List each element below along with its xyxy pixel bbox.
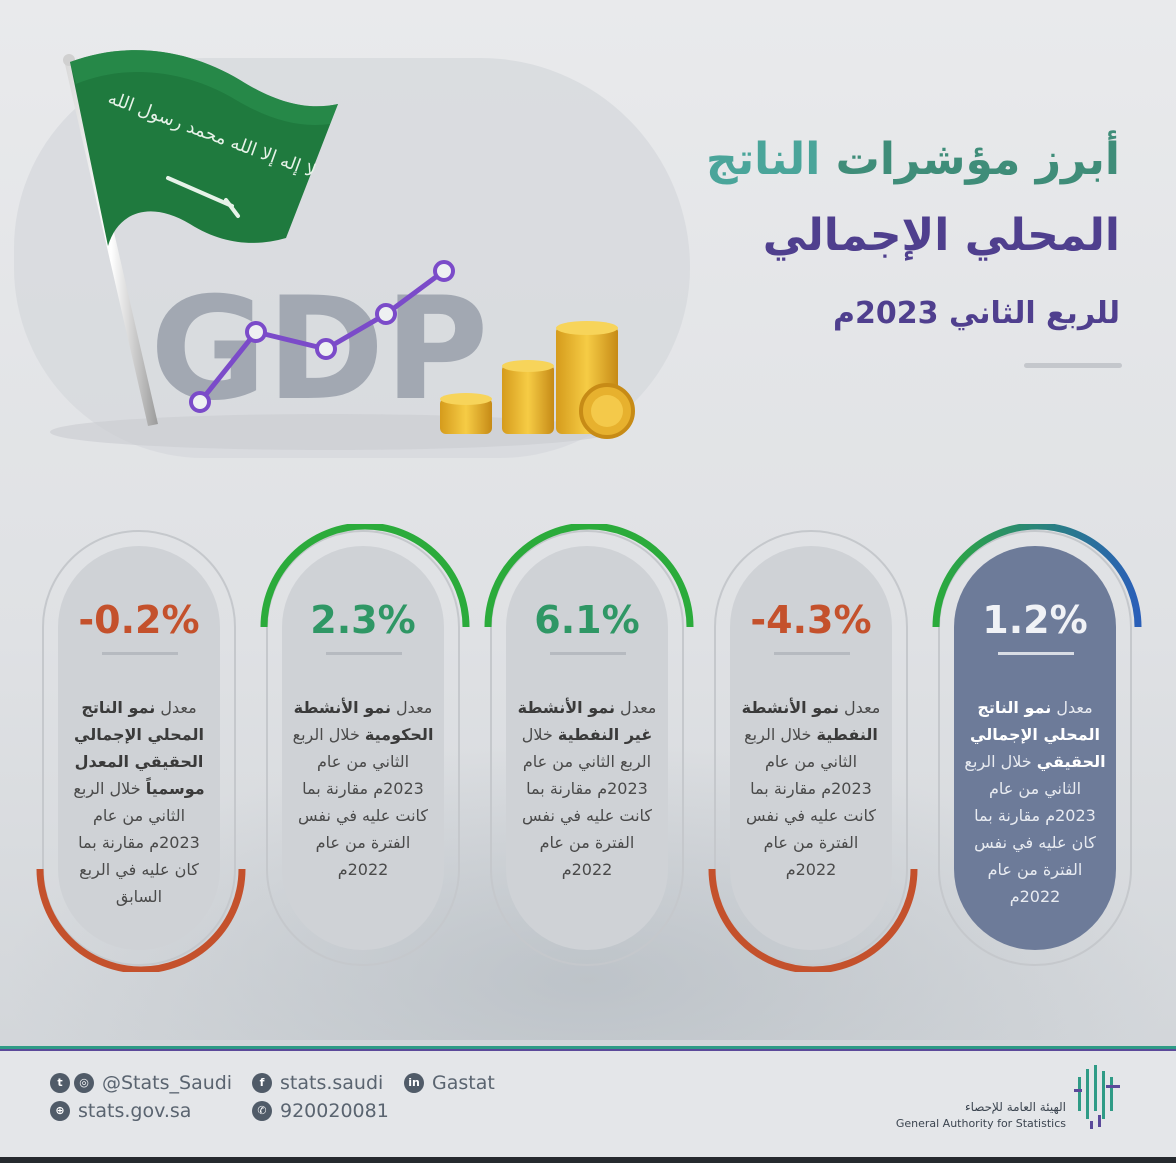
bottom-bar <box>0 1157 1176 1163</box>
card-divider <box>102 652 178 655</box>
card-description: معدل نمو الأنشطة الحكومية خلال الربع الث… <box>292 698 434 879</box>
org-name-arabic: الهيئة العامة للإحصاء <box>964 1100 1066 1114</box>
footer-divider-accent <box>0 1049 1176 1051</box>
card-divider <box>998 652 1074 655</box>
title-word-2: الناتج <box>705 134 821 185</box>
card-panel <box>506 546 668 950</box>
card-description: معدل نمو الناتج المحلي الإجمالي الحقيقي … <box>73 698 205 906</box>
card-panel <box>730 546 892 950</box>
phone-link[interactable]: ✆ 920020081 <box>252 1100 389 1122</box>
facebook-link[interactable]: f stats.saudi <box>252 1072 383 1094</box>
card-panel <box>58 546 220 950</box>
gastat-logo-icon <box>1074 1065 1120 1129</box>
title-word-1: أبرز مؤشرات <box>835 134 1120 185</box>
facebook-text[interactable]: stats.saudi <box>280 1072 384 1094</box>
card-value: -0.2% <box>78 598 200 642</box>
linkedin-link[interactable]: in Gastat <box>404 1072 495 1094</box>
subtitle-year: 2023م <box>832 296 939 331</box>
card-bottom-arc <box>36 868 246 972</box>
card-description: معدل نمو الناتج المحلي الإجمالي الحقيقي … <box>964 698 1106 906</box>
indicator-card-oil: -4.3% معدل نمو الأنشطة النفطية خلال الرب… <box>708 530 918 972</box>
card-top-arc <box>260 524 470 628</box>
card-value: 1.2% <box>982 598 1088 642</box>
card-description: معدل نمو الأنشطة غير النفطية خلال الربع … <box>517 698 657 879</box>
hero-illustration: GDP لا إله إلا الله محمد رسول الله <box>50 50 635 450</box>
twitter-icon[interactable]: t <box>50 1073 70 1093</box>
twitter-handle[interactable]: @Stats_Saudi <box>102 1072 233 1094</box>
indicator-card-real-gdp: 1.2% معدل نمو الناتج المحلي الإجمالي الح… <box>932 524 1142 966</box>
card-divider <box>550 652 626 655</box>
card-divider <box>326 652 402 655</box>
card-divider <box>774 652 850 655</box>
page-title-line1: أبرز مؤشرات الناتج <box>706 134 1120 185</box>
card-panel <box>282 546 444 950</box>
gdp-trend-line <box>189 260 455 413</box>
instagram-icon[interactable]: ◎ <box>74 1073 94 1093</box>
card-value: -4.3% <box>750 598 872 642</box>
linkedin-icon[interactable]: in <box>404 1073 424 1093</box>
subtitle-prefix: للربع الثاني <box>948 296 1120 331</box>
card-top-arc <box>932 524 1142 628</box>
title-divider <box>1024 363 1122 368</box>
social-twitter-instagram[interactable]: t ◎ @Stats_Saudi <box>50 1072 232 1094</box>
indicator-card-seasonal-gdp: -0.2% معدل نمو الناتج المحلي الإجمالي ال… <box>36 530 246 972</box>
website-link[interactable]: ⊕ stats.gov.sa <box>50 1100 191 1122</box>
page-subtitle: للربع الثاني 2023م <box>833 296 1120 331</box>
website-text[interactable]: stats.gov.sa <box>78 1100 192 1122</box>
card-description: معدل نمو الأنشطة النفطية خلال الربع الثا… <box>741 698 881 879</box>
coin-stacks-icon <box>440 321 635 439</box>
globe-icon[interactable]: ⊕ <box>50 1101 70 1121</box>
indicator-card-non-oil: 6.1% معدل نمو الأنشطة غير النفطية خلال ا… <box>484 524 694 966</box>
card-value: 6.1% <box>534 598 640 642</box>
footer <box>0 1051 1176 1163</box>
org-name-english: General Authority for Statistics <box>895 1117 1066 1130</box>
card-panel <box>954 546 1116 950</box>
page-title-line2: المحلي الإجمالي <box>762 210 1120 261</box>
card-top-arc <box>484 524 694 628</box>
indicator-card-government: 2.3% معدل نمو الأنشطة الحكومية خلال الرب… <box>260 524 470 966</box>
card-bottom-arc <box>708 868 918 972</box>
card-value: 2.3% <box>310 598 416 642</box>
footer-divider <box>0 1046 1176 1049</box>
phone-icon[interactable]: ✆ <box>252 1101 272 1121</box>
linkedin-text[interactable]: Gastat <box>432 1072 495 1094</box>
saudi-flag: لا إله إلا الله محمد رسول الله <box>70 50 338 246</box>
flag-sword-icon <box>166 176 234 208</box>
phone-text[interactable]: 920020081 <box>280 1100 389 1122</box>
facebook-icon[interactable]: f <box>252 1073 272 1093</box>
